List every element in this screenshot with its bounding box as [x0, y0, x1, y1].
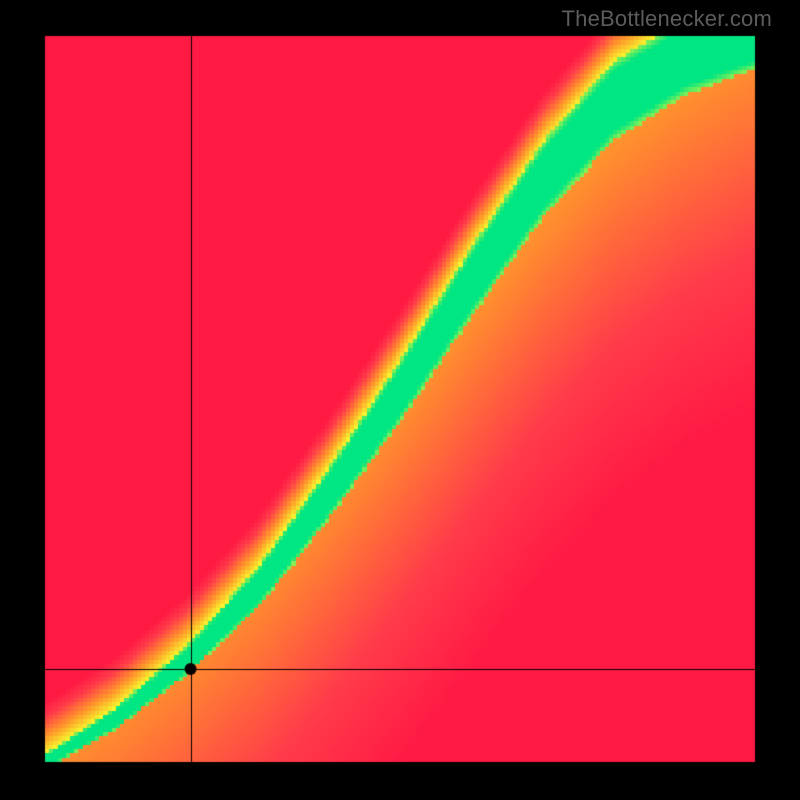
watermark-label: TheBottlenecker.com [562, 6, 772, 32]
crosshair-overlay [0, 0, 800, 800]
